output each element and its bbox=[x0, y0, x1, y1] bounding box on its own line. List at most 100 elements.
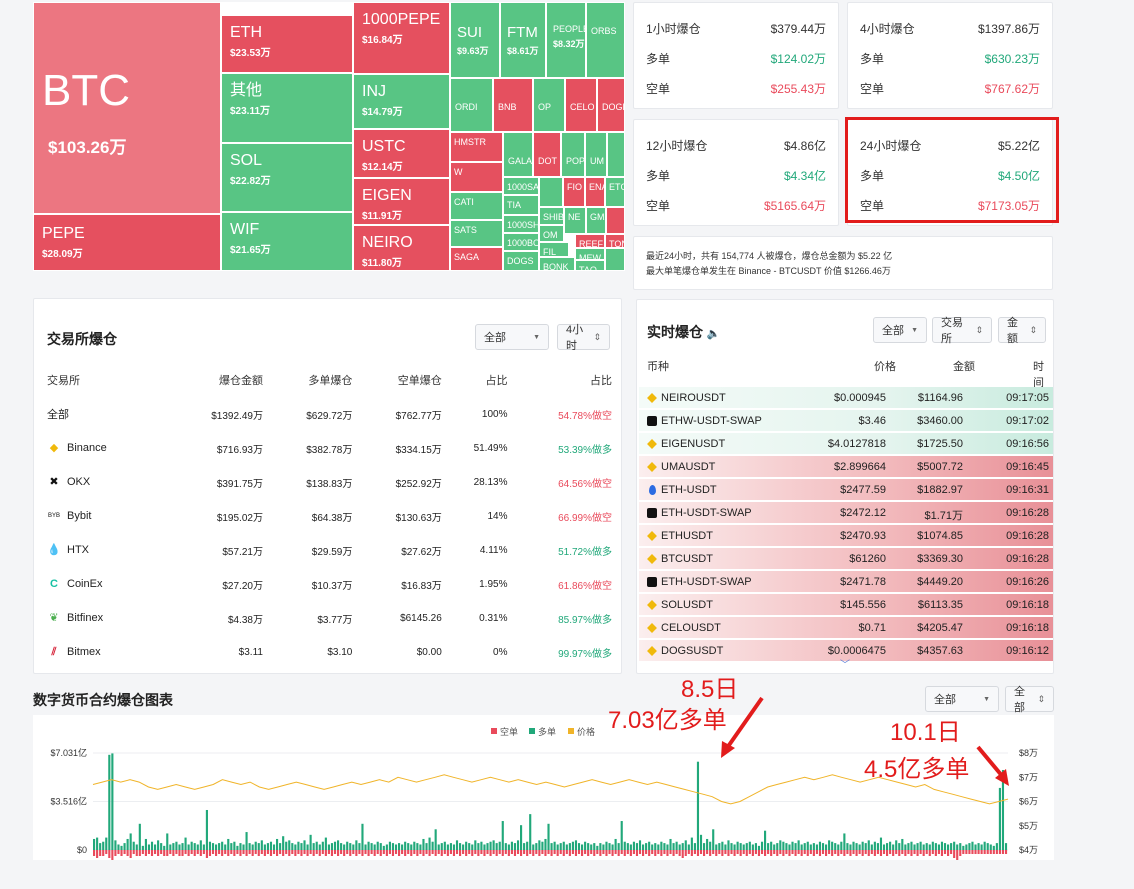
list-item[interactable]: SOLUSDT $145.556 $6113.35 09:16:18 bbox=[639, 594, 1053, 616]
short-bar bbox=[718, 850, 721, 854]
treemap-tile-sats[interactable]: SATS bbox=[450, 220, 503, 247]
treemap-tile-gala[interactable]: GALA bbox=[503, 132, 533, 177]
treemap-tile-ordi[interactable]: ORDI bbox=[450, 78, 493, 132]
short-bar bbox=[175, 850, 178, 854]
treemap-tile-其他[interactable]: 其他 $23.11万 bbox=[221, 73, 353, 143]
chart-filter-select-2[interactable]: 全部 ⇕ bbox=[1005, 686, 1054, 714]
cell-bias: 64.56%做空 bbox=[558, 478, 612, 490]
col-exchange: 交易所 bbox=[47, 375, 80, 387]
treemap-tile-dot[interactable]: DOT bbox=[533, 132, 561, 177]
treemap-tile-other-45[interactable] bbox=[606, 207, 625, 234]
treemap-tile-pepe[interactable]: PEPE $28.09万 bbox=[33, 214, 221, 271]
list-item[interactable]: ETH-USDT $2477.59 $1882.97 09:16:31 bbox=[639, 479, 1053, 501]
treemap-tile-btc[interactable]: BTC $103.26万 bbox=[33, 2, 221, 214]
treemap-tile-popc[interactable]: POPC bbox=[561, 132, 585, 177]
treemap-tile-sui[interactable]: SUI $9.63万 bbox=[450, 2, 500, 78]
treemap-tile-bonk[interactable]: BONK bbox=[539, 257, 575, 271]
treemap-tile-shib[interactable]: SHIB bbox=[539, 207, 564, 225]
period-select[interactable]: 4小时 ⇕ bbox=[557, 324, 610, 352]
sound-icon[interactable]: 🔈 bbox=[706, 328, 721, 340]
realtime-filter-select[interactable]: 全部 ▼ bbox=[873, 317, 927, 343]
long-bar bbox=[233, 841, 236, 850]
list-item[interactable]: EIGENUSDT $4.0127818 $1725.50 09:16:56 bbox=[639, 433, 1053, 455]
exchange-filter-select[interactable]: 全部 ▼ bbox=[475, 324, 549, 350]
short-bar bbox=[449, 850, 452, 854]
treemap-tile-other-25[interactable] bbox=[607, 132, 625, 177]
treemap-tile-ena[interactable]: ENA bbox=[585, 177, 605, 207]
long-bar bbox=[193, 843, 196, 850]
cell-long: $10.37万 bbox=[311, 580, 353, 592]
treemap-tile-fil[interactable]: FIL bbox=[539, 242, 569, 257]
treemap-tile-ustc[interactable]: USTC $12.14万 bbox=[353, 129, 450, 178]
long-bar bbox=[779, 840, 782, 850]
treemap-tile-op[interactable]: OP bbox=[533, 78, 565, 132]
treemap-tile-w[interactable]: W bbox=[450, 162, 503, 192]
treemap-tile-fio[interactable]: FIO bbox=[563, 177, 585, 207]
liq-amount: $3369.30 bbox=[917, 553, 963, 565]
treemap-tile-ftm[interactable]: FTM $8.61万 bbox=[500, 2, 546, 78]
treemap-tile-doge[interactable]: DOGE bbox=[597, 78, 625, 132]
long-bar bbox=[504, 843, 507, 850]
long-bar bbox=[846, 843, 849, 850]
treemap-tile-cati[interactable]: CATI bbox=[450, 192, 503, 220]
treemap-tile-eth[interactable]: ETH $23.53万 bbox=[221, 15, 353, 73]
list-item[interactable]: CELOUSDT $0.71 $4205.47 09:16:18 bbox=[639, 617, 1053, 639]
list-item[interactable]: BTCUSDT $61260 $3369.30 09:16:28 bbox=[639, 548, 1053, 570]
list-item[interactable]: ETHUSDT $2470.93 $1074.85 09:16:28 bbox=[639, 525, 1053, 547]
treemap-tile-people[interactable]: PEOPLE $8.32万 bbox=[546, 2, 586, 78]
treemap-tile-tao[interactable]: TAO bbox=[575, 260, 605, 271]
long-bar bbox=[449, 843, 452, 850]
long-bar bbox=[367, 841, 370, 850]
treemap-tile-1000sh[interactable]: 1000SH bbox=[503, 215, 539, 233]
treemap-tile-1000pepe[interactable]: 1000PEPE $16.84万 bbox=[353, 2, 450, 74]
treemap-tile-um[interactable]: UM bbox=[585, 132, 607, 177]
treemap-tile-bnb[interactable]: BNB bbox=[493, 78, 533, 132]
treemap-tile-celo[interactable]: CELO bbox=[565, 78, 597, 132]
treemap-tile-etc[interactable]: ETC bbox=[605, 177, 625, 207]
short-bar bbox=[117, 850, 120, 854]
list-item[interactable]: ETH-USDT-SWAP $2472.12 $1.71万 09:16:28 bbox=[639, 502, 1053, 524]
long-bar bbox=[617, 843, 620, 850]
treemap-tile-mew[interactable]: MEW bbox=[575, 248, 605, 260]
treemap-tile-sol[interactable]: SOL $22.82万 bbox=[221, 143, 353, 212]
summary-title: 4小时爆仓 bbox=[860, 21, 915, 36]
exchange-sort-select[interactable]: 交易所 ⇕ bbox=[932, 317, 992, 345]
short-bar bbox=[547, 850, 550, 854]
treemap-tile-gmx[interactable]: GMX bbox=[586, 207, 606, 234]
chart-filter-select-1[interactable]: 全部 ▼ bbox=[925, 686, 999, 712]
treemap-tile-hmstr[interactable]: HMSTR bbox=[450, 132, 503, 162]
chevron-down-icon[interactable]: ﹀ bbox=[840, 660, 850, 671]
list-item[interactable]: NEIROUSDT $0.000945 $1164.96 09:17:05 bbox=[639, 387, 1053, 409]
treemap-tile-eigen[interactable]: EIGEN $11.91万 bbox=[353, 178, 450, 225]
treemap-tile-dogs[interactable]: DOGS bbox=[503, 251, 539, 271]
treemap-tile-neiro[interactable]: NEIRO $11.80万 bbox=[353, 225, 450, 271]
short-bar bbox=[962, 850, 965, 854]
treemap-tile-ne[interactable]: NE bbox=[564, 207, 586, 234]
treemap-tile-orbs[interactable]: ORBS bbox=[586, 2, 625, 78]
list-item[interactable]: ETH-USDT-SWAP $2471.78 $4449.20 09:16:26 bbox=[639, 571, 1053, 593]
treemap-tile-saga[interactable]: SAGA bbox=[450, 247, 503, 271]
treemap-tile-1000bo[interactable]: 1000BO bbox=[503, 233, 539, 251]
short-bar bbox=[977, 850, 980, 854]
treemap-tile-wif[interactable]: WIF $21.65万 bbox=[221, 212, 353, 271]
treemap-tile-other-50[interactable] bbox=[605, 248, 625, 271]
treemap-tile-other-35[interactable] bbox=[539, 177, 563, 207]
long-value: $630.23万 bbox=[984, 51, 1040, 66]
treemap-tile-inj[interactable]: INJ $14.79万 bbox=[353, 74, 450, 129]
list-item[interactable]: UMAUSDT $2.899664 $5007.72 09:16:45 bbox=[639, 456, 1053, 478]
treemap-tile-reef[interactable]: REEF bbox=[575, 234, 605, 248]
treemap-tile-ton[interactable]: TON bbox=[605, 234, 625, 248]
amount-sort-select[interactable]: 金额 ⇕ bbox=[998, 317, 1046, 345]
treemap-tile-tia[interactable]: TIA bbox=[503, 195, 539, 215]
list-item[interactable]: ETHW-USDT-SWAP $3.46 $3460.00 09:17:02 bbox=[639, 410, 1053, 432]
col-share: 占比 bbox=[485, 375, 508, 387]
treemap-tile-om[interactable]: OM bbox=[539, 225, 564, 242]
annotation-2-line-2: 4.5亿多单 bbox=[864, 756, 970, 783]
short-bar bbox=[224, 850, 227, 854]
treemap-tile-1000sa[interactable]: 1000SA bbox=[503, 177, 539, 195]
long-bar bbox=[349, 843, 352, 850]
tile-symbol: SHIB bbox=[543, 212, 564, 222]
list-item[interactable]: DOGSUSDT $0.0006475 $4357.63 09:16:12 bbox=[639, 640, 1053, 662]
long-bar bbox=[227, 838, 230, 850]
coin-symbol: CELOUSDT bbox=[661, 622, 721, 634]
